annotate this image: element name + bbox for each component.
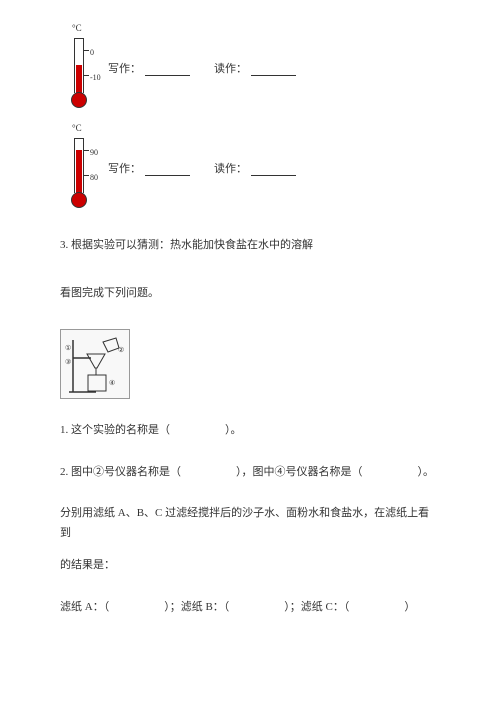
thermo-1-bulb bbox=[71, 92, 87, 108]
item-2: 2. 图中②号仪器名称是（ ），图中④号仪器名称是（ ）。 bbox=[60, 463, 440, 483]
thermo-2-unit: °C bbox=[72, 120, 82, 136]
thermo-1-answer: 写作： 读作： bbox=[108, 60, 296, 80]
thermo-1-tick-bottom bbox=[84, 75, 89, 76]
thermo-2-tick-bottom bbox=[84, 175, 89, 176]
label-1: ① bbox=[65, 344, 71, 352]
thermo-2-tick-top bbox=[84, 150, 89, 151]
label-3: ③ bbox=[65, 358, 71, 366]
item-1: 1. 这个实验的名称是（ ）。 bbox=[60, 421, 440, 441]
label-2: ② bbox=[118, 346, 124, 354]
filter-apparatus-diagram: ① ② ③ ④ bbox=[60, 329, 130, 399]
thermo-2-tick-top-label: 90 bbox=[90, 146, 98, 160]
write-blank-1[interactable] bbox=[145, 64, 190, 76]
read-label-2: 读作： bbox=[214, 160, 247, 180]
read-blank-2[interactable] bbox=[251, 164, 296, 176]
thermo-1-tick-top-label: 0 bbox=[90, 46, 94, 60]
thermo-1-tick-top bbox=[84, 50, 89, 51]
thermo-2-tick-bottom-label: 80 bbox=[90, 171, 98, 185]
thermometer-2: °C 90 80 bbox=[60, 130, 100, 210]
thermometer-2-section: °C 90 80 写作： 读作： bbox=[60, 130, 440, 210]
thermo-1-unit: °C bbox=[72, 20, 82, 36]
thermometer-1-section: °C 0 -10 写作： 读作： bbox=[60, 30, 440, 110]
see-figure-text: 看图完成下列问题。 bbox=[60, 280, 440, 306]
thermo-1-liquid bbox=[76, 65, 82, 93]
filter-question-line2: 的结果是： bbox=[60, 556, 440, 576]
thermo-1-tick-bottom-label: -10 bbox=[90, 71, 101, 85]
apparatus-svg: ① ② ③ ④ bbox=[61, 330, 131, 400]
label-4: ④ bbox=[109, 379, 115, 387]
thermometer-1: °C 0 -10 bbox=[60, 30, 100, 110]
thermo-2-bulb bbox=[71, 192, 87, 208]
question-3: 3. 根据实验可以猜测：热水能加快食盐在水中的溶解 bbox=[60, 232, 440, 258]
thermo-2-liquid bbox=[76, 150, 82, 193]
read-blank-1[interactable] bbox=[251, 64, 296, 76]
write-blank-2[interactable] bbox=[145, 164, 190, 176]
write-label-1: 写作： bbox=[108, 60, 141, 80]
filter-question-line1: 分别用滤纸 A、B、C 过滤经搅拌后的沙子水、面粉水和食盐水，在滤纸上看到 bbox=[60, 504, 440, 544]
write-label-2: 写作： bbox=[108, 160, 141, 180]
read-label-1: 读作： bbox=[214, 60, 247, 80]
filter-answers: 滤纸 A：（ ）；滤纸 B：（ ）；滤纸 C：（ ） bbox=[60, 598, 440, 618]
thermo-2-answer: 写作： 读作： bbox=[108, 160, 296, 180]
